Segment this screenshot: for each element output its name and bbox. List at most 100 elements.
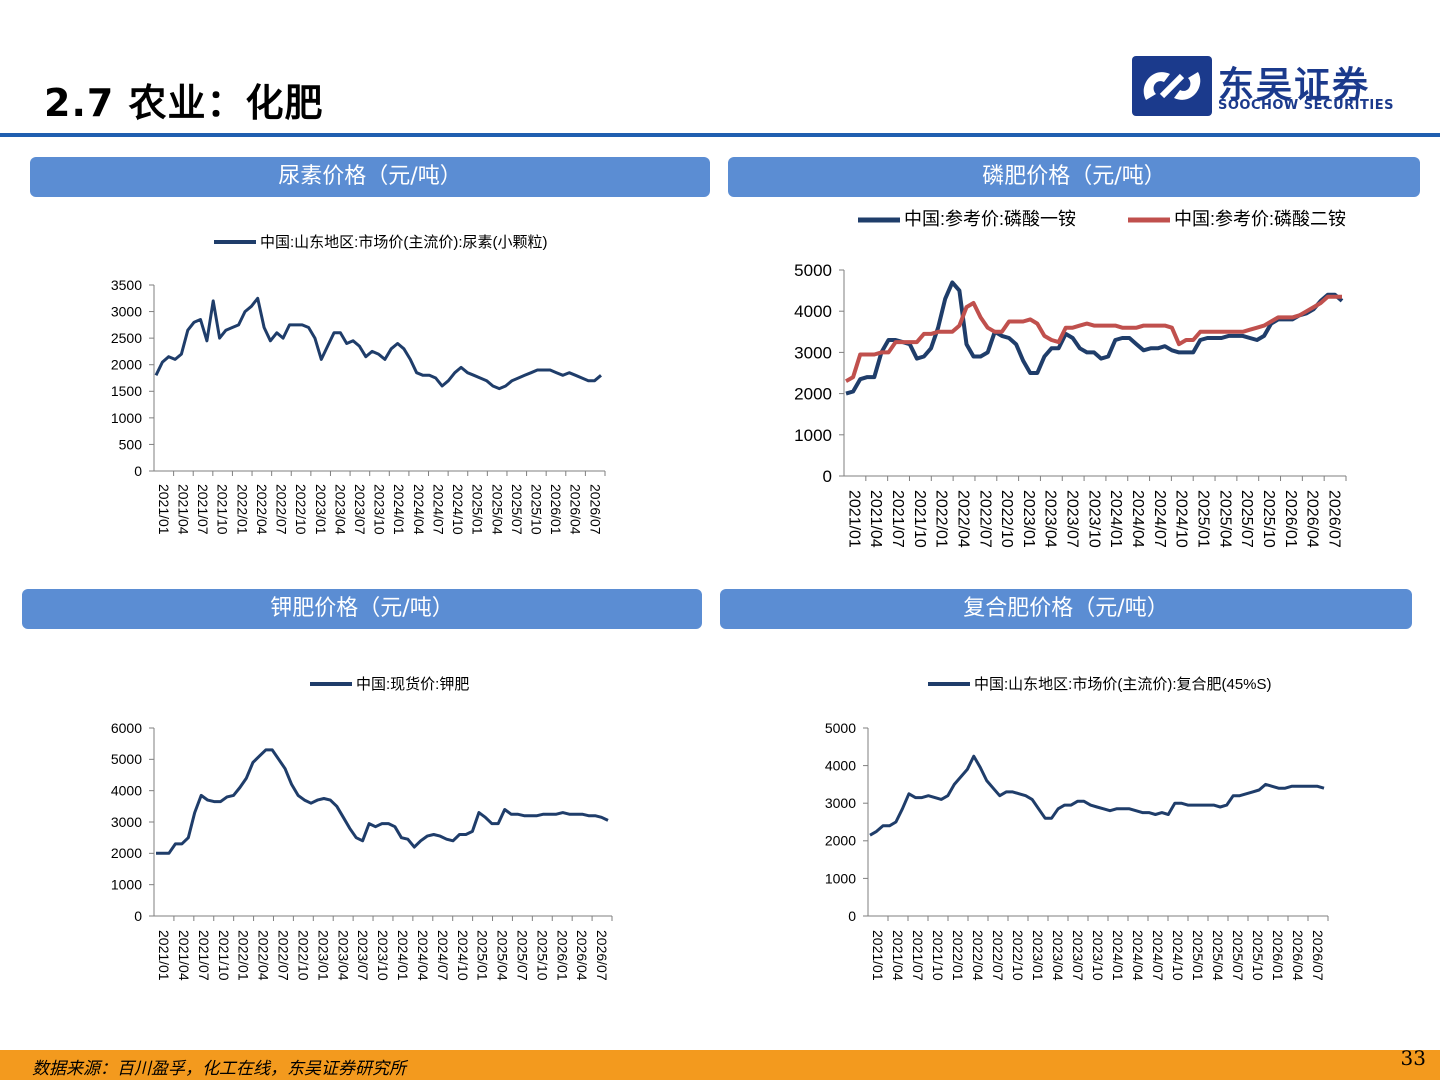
chart3-x-tick-label: 2025/04 [495, 930, 511, 981]
top-divider [0, 133, 1440, 137]
chart4-x-tick-label: 2021/04 [890, 930, 906, 981]
logo-text-cn: 东吴证券 [1218, 65, 1371, 106]
chart1-x-tick-label: 2021/01 [156, 484, 172, 535]
chart1-x-tick-label: 2022/07 [274, 484, 290, 535]
chart3-x-tick-label: 2026/01 [554, 930, 570, 981]
chart3-x-tick-label: 2024/01 [395, 930, 411, 981]
chart1-y-tick-label: 500 [119, 436, 143, 452]
chart3-y-tick-label: 2000 [111, 845, 142, 861]
chart4-x-tick-label: 2021/07 [910, 930, 926, 981]
chart2-x-tick-label: 2023/07 [1064, 490, 1081, 548]
chart2-x-tick-label: 2024/04 [1129, 490, 1146, 548]
chart3-x-tick-label: 2021/07 [196, 930, 212, 981]
chart2-x-tick-label: 2024/07 [1151, 490, 1168, 548]
chart1-y-tick-label: 3000 [111, 303, 142, 319]
chart4-x-tick-label: 2022/01 [950, 930, 966, 981]
page-title: 2.7 农业：化肥 [44, 81, 324, 125]
phosphate-panel-header: 磷肥价格（元/吨） [728, 157, 1420, 197]
chart3-x-tick-label: 2022/10 [295, 930, 311, 981]
chart3-x-tick-label: 2026/04 [574, 930, 590, 981]
chart2-x-tick-label: 2026/04 [1304, 490, 1321, 548]
chart1-x-tick-label: 2025/07 [509, 484, 525, 535]
chart2-x-tick-label: 2023/04 [1042, 490, 1059, 548]
chart4-y-tick-label: 1000 [825, 870, 856, 886]
urea-panel-header: 尿素价格（元/吨） [30, 157, 710, 197]
footer-bar: 数据来源：百川盈孚，化工在线，东吴证券研究所 [0, 1050, 1440, 1080]
chart4-x-tick-label: 2021/01 [870, 930, 886, 981]
chart2-y-tick-label: 5000 [794, 261, 832, 280]
chart1-y-tick-label: 2500 [111, 330, 142, 346]
chart1-x-tick-label: 2023/01 [313, 484, 329, 535]
chart4-x-tick-label: 2024/07 [1150, 930, 1166, 981]
chart3-x-tick-label: 2024/04 [415, 930, 431, 981]
chart3-y-tick-label: 0 [134, 908, 142, 924]
chart3-x-tick-label: 2023/07 [355, 930, 371, 981]
chart4-y-tick-label: 4000 [825, 758, 856, 774]
chart4-x-tick-label: 2025/10 [1250, 930, 1266, 981]
chart1-legend-label-1: 中国:山东地区:市场价(主流价):尿素(小颗粒) [260, 234, 548, 251]
chart3-x-tick-label: 2022/01 [236, 930, 252, 981]
chart1-series-line-1 [154, 296, 602, 391]
chart1-x-tick-label: 2023/04 [332, 484, 348, 535]
chart1-y-tick-label: 3500 [111, 277, 142, 293]
chart4-x-tick-label: 2023/01 [1030, 930, 1046, 981]
chart1-y-tick-label: 2000 [111, 357, 142, 373]
chart1-x-tick-label: 2022/04 [254, 484, 270, 535]
chart2-series-line-2 [844, 294, 1342, 383]
page-number: 33 [1400, 1046, 1426, 1070]
chart3-x-tick-label: 2025/10 [534, 930, 550, 981]
chart3-x-tick-label: 2024/07 [435, 930, 451, 981]
data-source: 数据来源：百川盈孚，化工在线，东吴证券研究所 [32, 1059, 406, 1079]
chart1-y-tick-label: 1000 [111, 410, 142, 426]
chart3-x-tick-label: 2022/07 [276, 930, 292, 981]
chart4-x-tick-label: 2021/10 [930, 930, 946, 981]
chart2-x-tick-label: 2022/01 [933, 490, 950, 548]
chart1-x-tick-label: 2024/10 [450, 484, 466, 535]
chart3-x-tick-label: 2023/01 [315, 930, 331, 981]
chart1-x-tick-label: 2026/01 [548, 484, 564, 535]
chart4-x-tick-label: 2026/07 [1310, 930, 1326, 981]
chart3-x-tick-label: 2025/07 [514, 930, 530, 981]
chart2-x-tick-label: 2024/10 [1173, 490, 1190, 548]
chart4-x-tick-label: 2023/04 [1050, 930, 1066, 981]
chart3-x-tick-label: 2025/01 [475, 930, 491, 981]
chart3-x-tick-label: 2023/10 [375, 930, 391, 981]
chart1-x-tick-label: 2021/10 [215, 484, 231, 535]
chart1-x-tick-label: 2023/07 [352, 484, 368, 535]
chart4-y-tick-label: 2000 [825, 833, 856, 849]
chart1-x-tick-label: 2022/01 [234, 484, 250, 535]
chart3-x-tick-label: 2023/04 [335, 930, 351, 981]
chart1-x-tick-label: 2025/04 [489, 484, 505, 535]
chart2-y-tick-label: 3000 [794, 343, 832, 362]
chart2-x-tick-label: 2021/01 [845, 490, 862, 548]
chart2-x-tick-label: 2022/10 [998, 490, 1015, 548]
chart2-x-tick-label: 2021/10 [911, 490, 928, 548]
company-logo: 东吴证券 SOOCHOW SECURITIES [1132, 56, 1412, 116]
chart4-x-tick-label: 2024/01 [1110, 930, 1126, 981]
chart1-x-tick-label: 2021/07 [195, 484, 211, 535]
chart2-x-tick-label: 2024/01 [1107, 490, 1124, 548]
chart2-x-tick-label: 2023/01 [1020, 490, 1037, 548]
chart3-y-tick-label: 5000 [111, 751, 142, 767]
chart4-x-tick-label: 2026/04 [1290, 930, 1306, 981]
chart4-legend-label-1: 中国:山东地区:市场价(主流价):复合肥(45%S) [974, 675, 1272, 693]
chart3-series-line-1 [156, 748, 609, 855]
chart1-x-tick-label: 2024/01 [391, 484, 407, 535]
chart1-x-tick-label: 2025/10 [528, 484, 544, 535]
chart4-x-tick-label: 2025/01 [1190, 930, 1206, 981]
chart2-x-tick-label: 2022/04 [954, 490, 971, 548]
chart2-legend-label-1: 中国:参考价:磷酸一铵 [904, 209, 1076, 229]
chart1-y-tick-label: 0 [134, 463, 142, 479]
chart2-x-tick-label: 2025/07 [1238, 490, 1255, 548]
chart4-series-line-1 [869, 754, 1325, 837]
chart2-series-line-1 [845, 280, 1344, 396]
chart1-x-tick-label: 2021/04 [176, 484, 192, 535]
chart1-x-tick-label: 2024/07 [430, 484, 446, 535]
chart3-legend-label-1: 中国:现货价:钾肥 [356, 676, 469, 693]
chart2-x-tick-label: 2025/04 [1216, 490, 1233, 548]
chart1-x-tick-label: 2025/01 [470, 484, 486, 535]
chart2-y-tick-label: 2000 [794, 385, 832, 404]
chart1-x-tick-label: 2023/10 [372, 484, 388, 535]
soochow-logo-icon [1132, 56, 1212, 116]
